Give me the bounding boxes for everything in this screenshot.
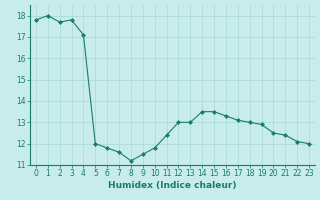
X-axis label: Humidex (Indice chaleur): Humidex (Indice chaleur) [108, 181, 237, 190]
